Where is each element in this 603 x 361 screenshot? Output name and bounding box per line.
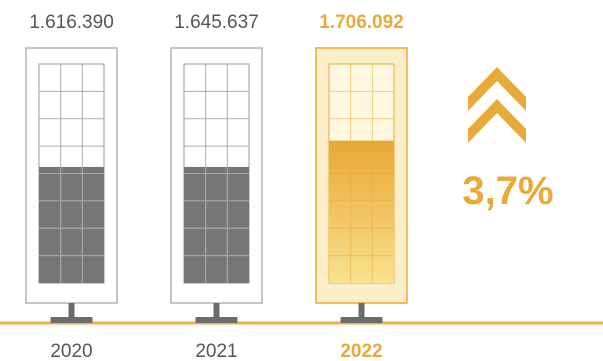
year-label: 2021 xyxy=(195,341,237,361)
year-label: 2022 xyxy=(340,341,382,361)
panel-stand-base xyxy=(50,317,93,323)
year-label: 2020 xyxy=(50,341,92,361)
panel-stand-post xyxy=(213,303,220,318)
solar-panel-bar: 1.616.390 2020 xyxy=(25,12,118,361)
solar-panel-bar: 1.706.092 2022 xyxy=(315,12,408,361)
bar-fill xyxy=(39,166,104,283)
chevron-upper xyxy=(468,67,526,111)
panel-stand-base xyxy=(195,317,238,323)
double-chevron-up-icon xyxy=(468,67,526,143)
value-label: 1.706.092 xyxy=(319,12,404,33)
panel-stand-post xyxy=(358,303,365,318)
bar-fill xyxy=(184,166,249,283)
change-percent-label: 3,7% xyxy=(462,169,553,213)
panel-stand-base xyxy=(340,317,383,323)
value-label: 1.616.390 xyxy=(29,12,114,33)
chevron-lower xyxy=(468,99,526,143)
value-label: 1.645.637 xyxy=(174,12,259,33)
panel-stand-post xyxy=(68,303,75,318)
bar-fill xyxy=(329,140,394,283)
solar-panel-bar: 1.645.637 2021 xyxy=(170,12,263,361)
